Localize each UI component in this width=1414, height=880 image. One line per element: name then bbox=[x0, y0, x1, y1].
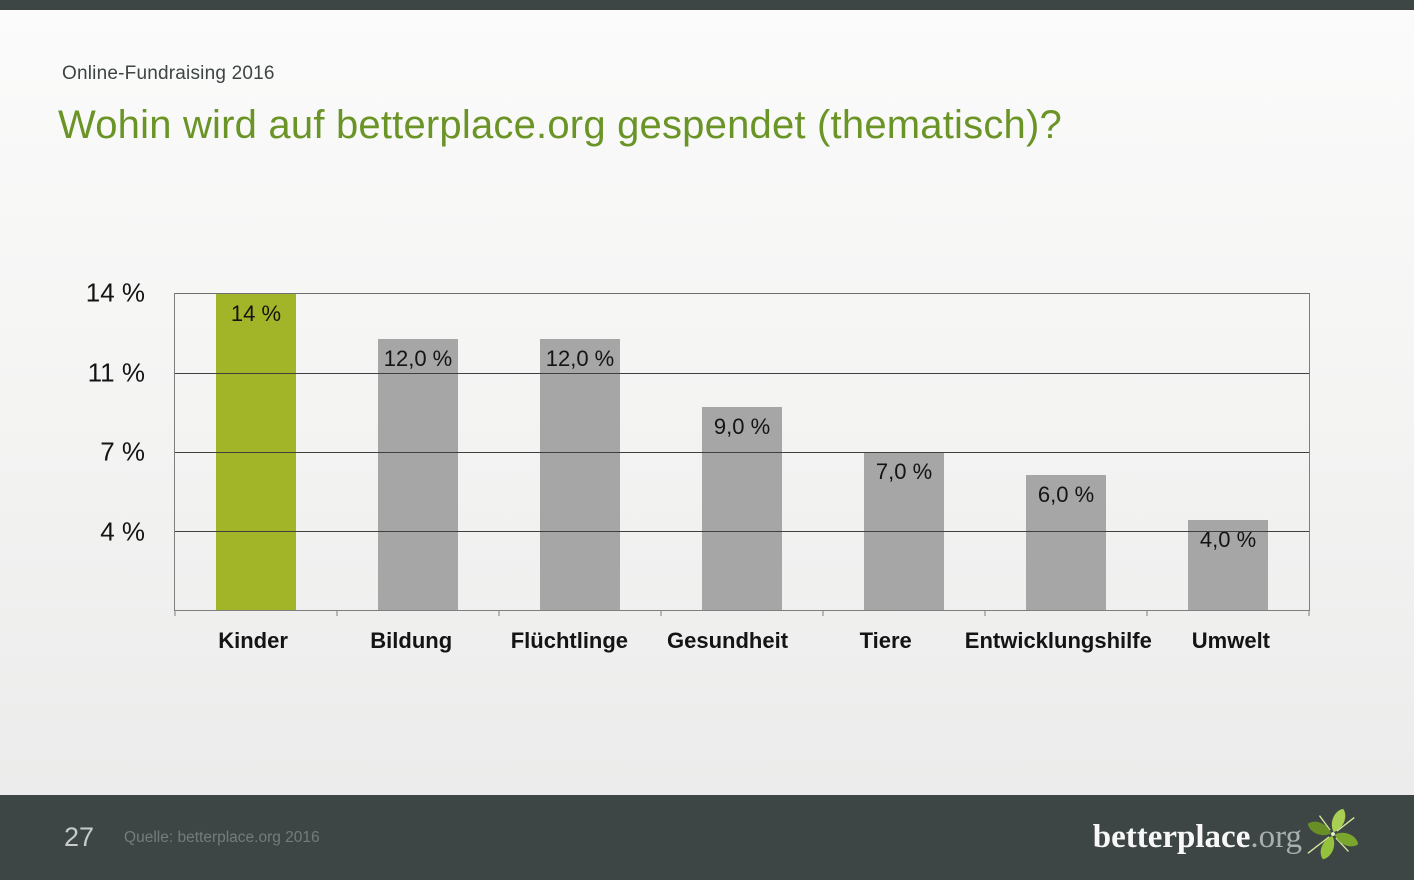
bar-slot: 12,0 % bbox=[337, 294, 499, 610]
x-axis-tick bbox=[660, 610, 662, 616]
x-axis-tick bbox=[984, 610, 986, 616]
bar-slot: 12,0 % bbox=[499, 294, 661, 610]
x-axis-tick bbox=[174, 610, 176, 616]
x-axis-category-label: Bildung bbox=[370, 628, 453, 653]
x-axis-category-label: Tiere bbox=[859, 628, 912, 653]
bar-slot: 6,0 % bbox=[985, 294, 1147, 610]
x-axis-category-label: Entwicklungshilfe bbox=[964, 628, 1152, 653]
gridline bbox=[175, 452, 1309, 453]
betterplace-logo: betterplace.org bbox=[1093, 808, 1362, 867]
x-axis-tick bbox=[336, 610, 338, 616]
bar-bildung: 12,0 % bbox=[378, 339, 458, 610]
bar-slot: 4,0 % bbox=[1147, 294, 1309, 610]
logo-wordmark: betterplace bbox=[1092, 819, 1251, 855]
bar-slot: 9,0 % bbox=[661, 294, 823, 610]
top-accent-strip bbox=[0, 0, 1414, 10]
bar-value-label: 6,0 % bbox=[1037, 481, 1095, 507]
y-axis-tick-label: 4 % bbox=[100, 516, 145, 546]
pinwheel-blades bbox=[1307, 808, 1359, 859]
bar-value-label: 12,0 % bbox=[383, 346, 453, 372]
x-axis-tick bbox=[498, 610, 500, 616]
footer-bar: 27 Quelle: betterplace.org 2016 betterpl… bbox=[0, 795, 1414, 880]
y-axis-tick-label: 14 % bbox=[85, 277, 145, 308]
bar-value-label: 14 % bbox=[230, 301, 282, 326]
x-axis-tick bbox=[1146, 610, 1148, 616]
bar-flüchtlinge: 12,0 % bbox=[540, 339, 620, 610]
sparkle-center bbox=[1331, 831, 1335, 836]
x-axis-tick bbox=[1308, 610, 1310, 616]
x-axis-category-label: Kinder bbox=[218, 628, 288, 653]
plot-area: 14 % 12,0 % 12,0 % 9,0 % 7,0 % 6,0 % 4,0 % bbox=[174, 293, 1310, 616]
x-axis: Kinder Bildung Flüchtlinge Gesundheit Tiere E… bbox=[174, 628, 1310, 654]
x-axis-category-label: Flüchtlinge bbox=[510, 628, 629, 653]
page-title: Wohin wird auf betterplace.org gespendet… bbox=[58, 103, 1062, 147]
slide-subtitle: Online-Fundraising 2016 bbox=[62, 63, 275, 84]
y-axis-tick-label: 7 % bbox=[100, 436, 145, 467]
bar-value-label: 4,0 % bbox=[1199, 526, 1257, 552]
sparkle-lines bbox=[1307, 814, 1355, 854]
bar-value-label: 7,0 % bbox=[875, 459, 933, 484]
logo-text: betterplace.org bbox=[1093, 821, 1302, 854]
bars-container: 14 % 12,0 % 12,0 % 9,0 % 7,0 % 6,0 % 4,0 % bbox=[175, 294, 1309, 610]
y-axis-tick-label: 11 % bbox=[87, 357, 145, 387]
bar-gesundheit: 9,0 % bbox=[702, 406, 782, 610]
gridline bbox=[175, 373, 1309, 374]
bar-umwelt: 4,0 % bbox=[1188, 519, 1268, 610]
source-note: Quelle: betterplace.org 2016 bbox=[124, 828, 320, 846]
page-number: 27 bbox=[64, 822, 95, 852]
pinwheel-star-icon bbox=[1307, 808, 1359, 859]
x-axis-category-label: Gesundheit bbox=[667, 628, 789, 653]
bar-entwicklungshilfe: 6,0 % bbox=[1026, 474, 1106, 610]
x-axis-category-label: Umwelt bbox=[1191, 628, 1271, 653]
gridline bbox=[175, 531, 1309, 532]
bar-value-label: 9,0 % bbox=[713, 413, 771, 439]
y-axis: 14 % 11 % 7 % 4 % bbox=[25, 278, 145, 611]
logo-domain-suffix: .org bbox=[1250, 819, 1302, 855]
x-axis-tick bbox=[822, 610, 824, 616]
bar-value-label: 12,0 % bbox=[545, 346, 615, 372]
